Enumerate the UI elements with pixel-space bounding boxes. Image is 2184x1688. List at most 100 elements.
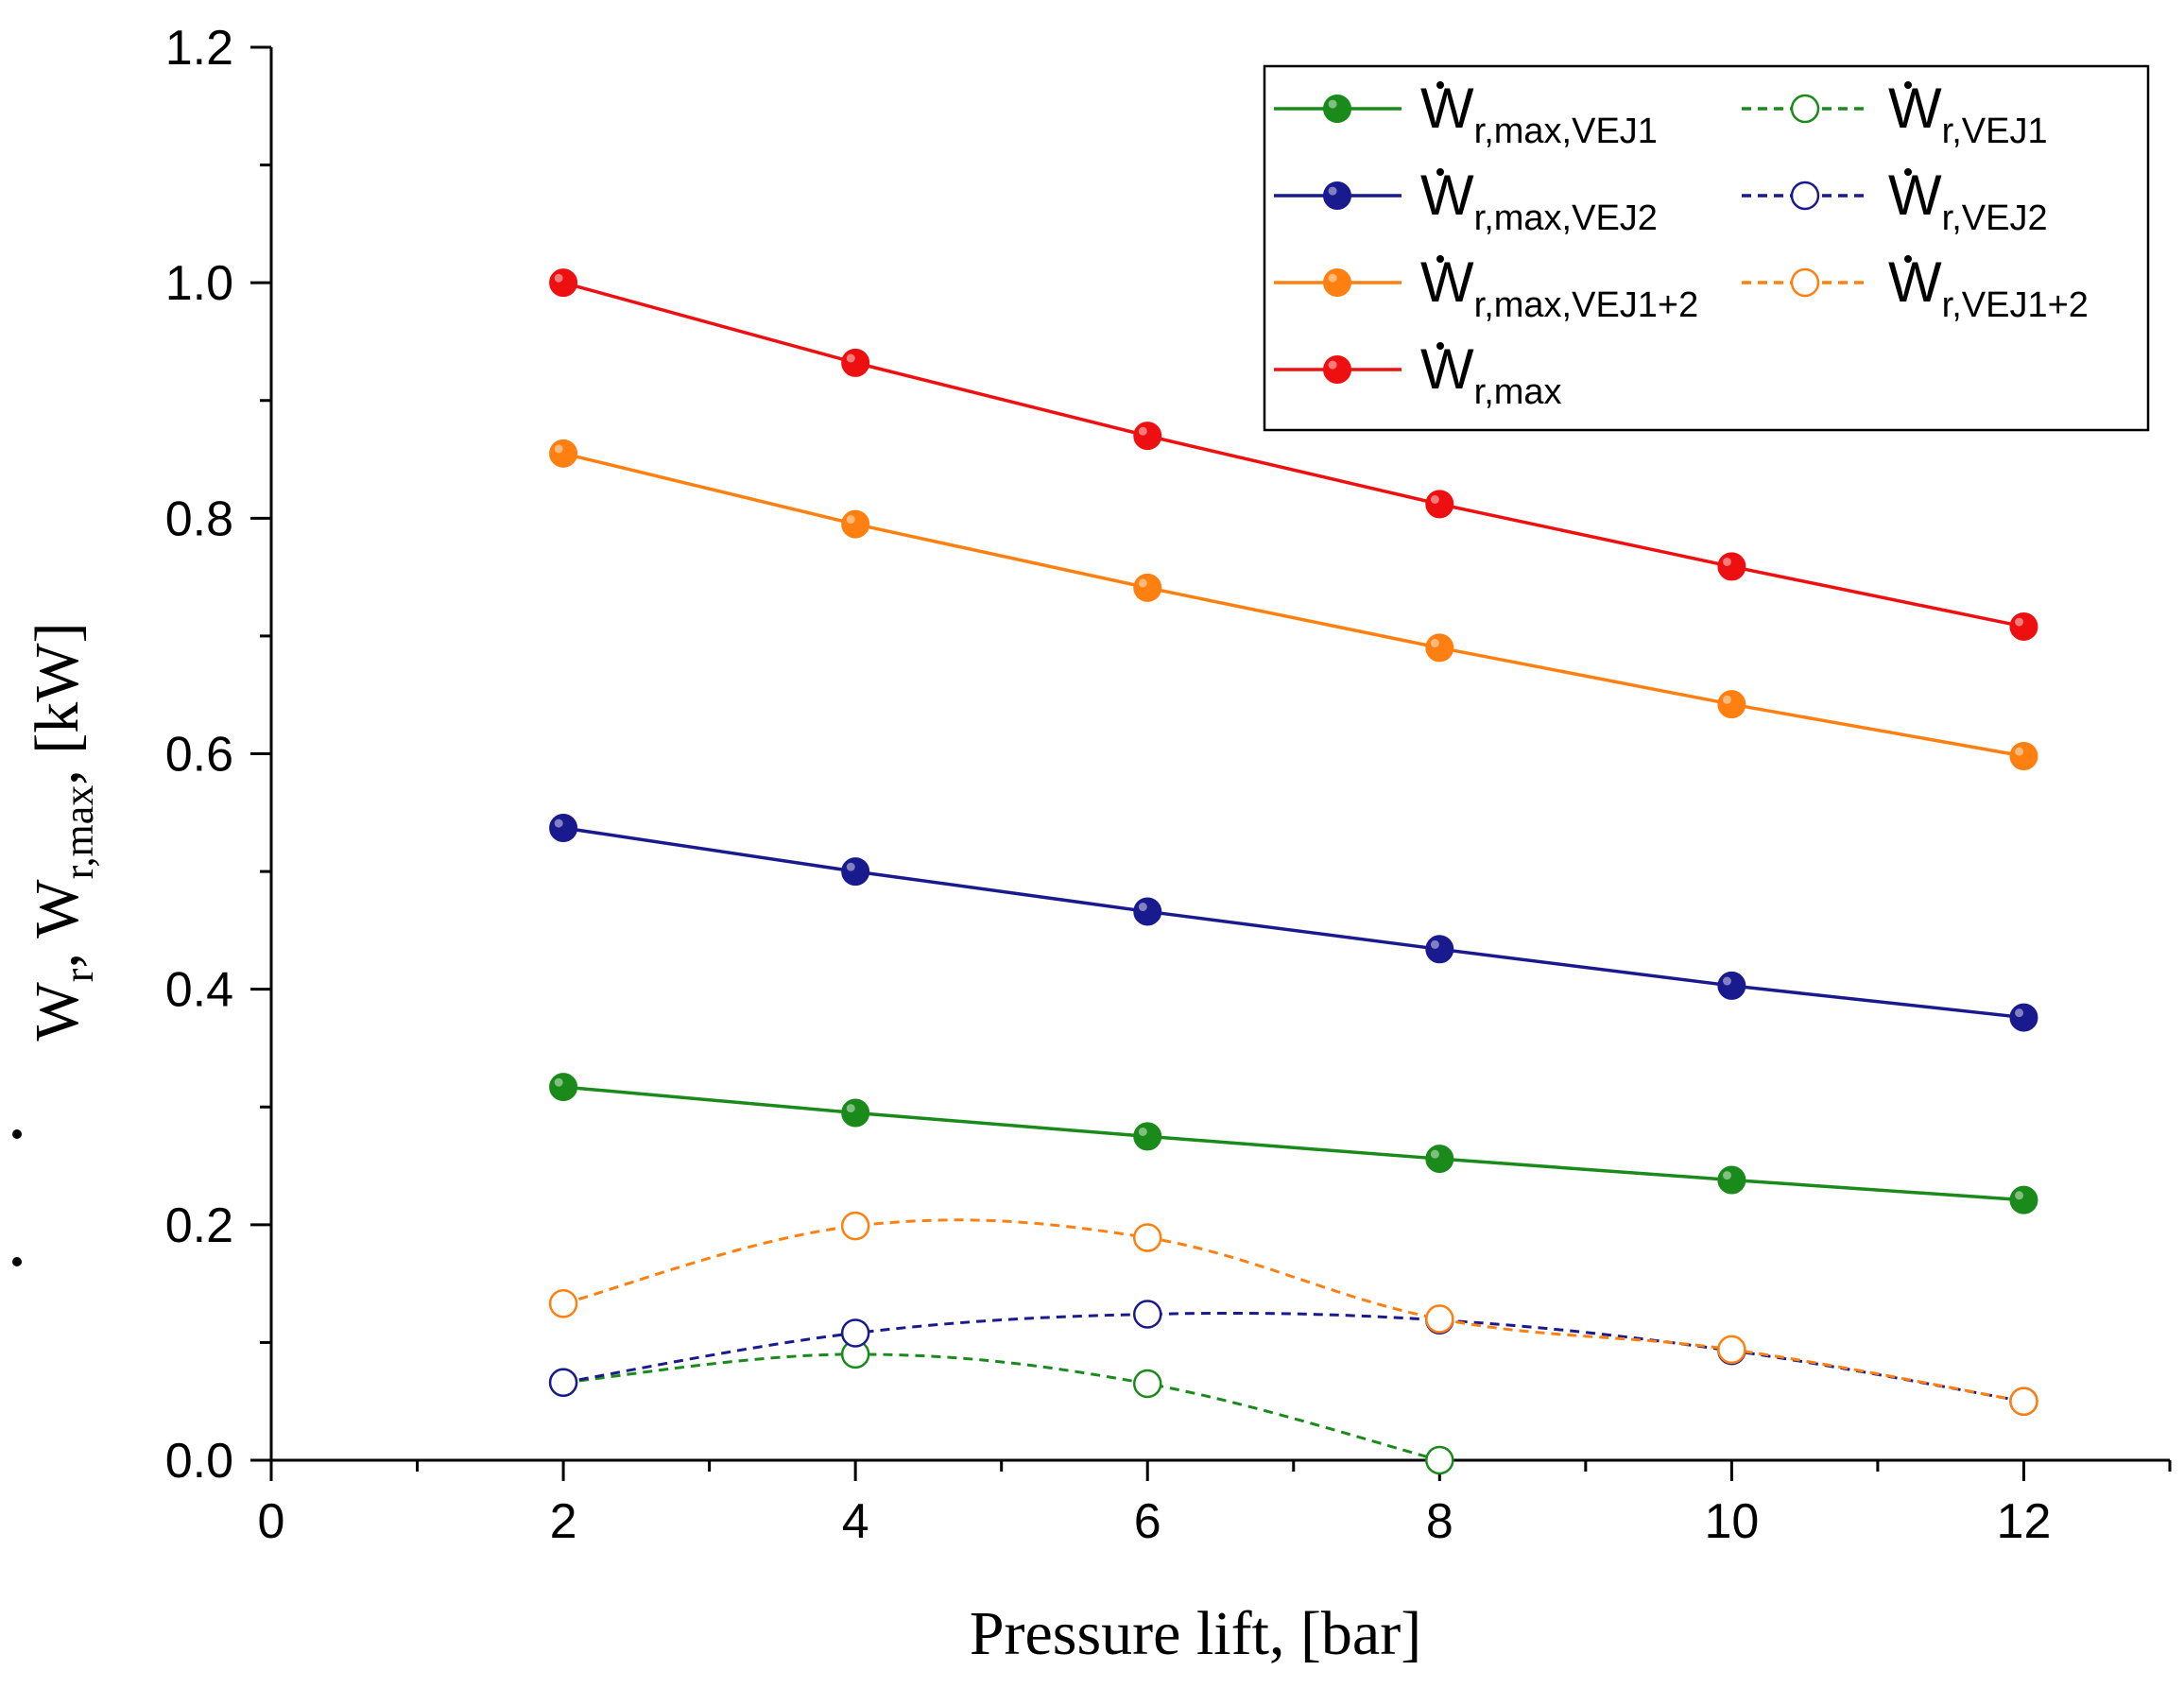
- series-line-wrmax-vej1: [562, 1085, 2024, 1202]
- data-point-wrmax-vej2: [1717, 971, 1746, 1000]
- y-tick-label: 0.2: [165, 1198, 233, 1253]
- data-point-wrmax-vej2: [1425, 935, 1454, 964]
- legend-label-main: W: [1888, 77, 1942, 140]
- legend-label-main: W: [1420, 250, 1474, 314]
- y-tick-label: 0.6: [165, 728, 233, 783]
- data-point-wrmax-vej1-highlight: [554, 1077, 563, 1087]
- axes: [250, 45, 2172, 1481]
- y-axis-title-prefix: W: [23, 981, 92, 1041]
- data-point-wrmax-highlight: [1430, 495, 1439, 504]
- series-markers-wrmax-vej1: [549, 1073, 2038, 1214]
- series-line-wrmax: [562, 281, 2024, 629]
- data-point-wrmax-highlight: [846, 353, 855, 363]
- y-tick-label: 0.4: [165, 963, 233, 1018]
- legend-label-main: W: [1888, 250, 1942, 314]
- legend-label-sub: r,VEJ2: [1942, 198, 2048, 238]
- series-markers-wrmax-vej12: [549, 439, 2038, 770]
- x-axis-title: Pressure lift, [bar]: [970, 1599, 1421, 1668]
- y-tick-label: 0.0: [165, 1434, 233, 1489]
- y-tick-label: 0.8: [165, 491, 233, 546]
- y-axis-title: Wr, Wr,max, [kW]: [12, 623, 102, 1266]
- legend-marker-highlight: [1328, 273, 1337, 283]
- legend-label: Wr,VEJ1+2: [1888, 250, 2089, 325]
- legend-label: Wr,max,VEJ1+2: [1420, 250, 1698, 325]
- series-wr-vej1: [562, 1352, 1440, 1462]
- data-point-wr-vej1: [1132, 1369, 1162, 1399]
- data-point-wrmax-vej12: [841, 509, 870, 539]
- series-wr-vej2: [562, 1311, 2024, 1404]
- legend-marker-highlight: [1328, 99, 1337, 109]
- legend-label: Wr,max: [1420, 337, 1562, 412]
- plot-series: [548, 268, 2038, 1475]
- series-wrmax-vej12: [562, 452, 2024, 758]
- legend-marker: [1323, 95, 1351, 123]
- series-wrmax-vej1: [562, 1085, 2024, 1202]
- legend-label-sub: r,max: [1474, 372, 1562, 412]
- legend-dot-accent: [1436, 168, 1444, 176]
- data-point-wrmax-vej1-highlight: [1138, 1128, 1147, 1136]
- data-point-wrmax-vej1: [1425, 1145, 1454, 1174]
- legend-item-wr-vej1: Wr,VEJ1: [1742, 77, 2048, 151]
- legend-marker: [1790, 94, 1820, 124]
- legend-marker: [1323, 355, 1351, 384]
- legend-dot-accent: [1436, 81, 1444, 89]
- svg-text:Wr, Wr,max, [kW]: Wr, Wr,max, [kW]: [23, 623, 102, 1042]
- data-point-wrmax-vej2-highlight: [1723, 976, 1731, 986]
- series-line-wr-vej12: [562, 1218, 2024, 1404]
- legend-label-main: W: [1888, 164, 1942, 227]
- data-point-wrmax-vej12-highlight: [846, 515, 855, 525]
- data-point-wrmax-vej2-highlight: [846, 862, 855, 871]
- legend-item-wrmax-vej2: Wr,max,VEJ2: [1274, 164, 1658, 238]
- x-tick-label: 8: [1426, 1494, 1453, 1549]
- series-markers-wr-vej12: [548, 1211, 2038, 1416]
- data-point-wrmax-vej12-highlight: [554, 444, 563, 454]
- legend-label-sub: r,max,VEJ1+2: [1474, 285, 1699, 325]
- data-point-wr-vej2: [1132, 1300, 1162, 1329]
- data-point-wr-vej12: [2009, 1387, 2038, 1416]
- legend-label-main: W: [1420, 77, 1474, 140]
- tick-labels: 0 2 4 6 8 10 12 0.0 0.2 0.4 0.6 0.8 1.0 1.2: [165, 21, 2052, 1549]
- y-title-dot-accent: [12, 1257, 22, 1266]
- legend-label: Wr,max,VEJ2: [1420, 164, 1658, 238]
- legend-marker-highlight: [1328, 186, 1337, 196]
- data-point-wr-vej2: [840, 1318, 870, 1348]
- series-line-wr-vej1: [562, 1352, 1440, 1462]
- data-point-wrmax: [841, 348, 870, 377]
- legend-label-main: W: [1420, 337, 1474, 401]
- y-tick-label: 1.0: [165, 256, 233, 311]
- data-point-wrmax-vej1: [1133, 1122, 1162, 1151]
- legend: Wr,max,VEJ1Wr,max,VEJ2Wr,max,VEJ1+2Wr,ma…: [1263, 64, 2150, 432]
- legend-dot-accent: [1436, 342, 1444, 350]
- data-point-wrmax-vej1-highlight: [2015, 1191, 2024, 1200]
- x-tick-label: 12: [1997, 1494, 2052, 1549]
- x-tick-label: 2: [550, 1494, 577, 1549]
- data-point-wrmax-highlight: [554, 273, 563, 283]
- series-line-wr-vej2: [562, 1311, 2024, 1404]
- data-point-wrmax-vej2: [841, 857, 870, 887]
- data-point-wrmax-highlight: [1138, 426, 1147, 436]
- data-point-wr-vej12: [548, 1289, 578, 1318]
- data-point-wrmax-vej12: [2009, 741, 2038, 770]
- series-markers-wrmax-vej2: [549, 813, 2038, 1032]
- data-point-wrmax-vej12: [1425, 633, 1454, 663]
- legend-marker: [1790, 181, 1820, 211]
- data-point-wrmax-vej12: [549, 439, 578, 468]
- series-line-wrmax-vej2: [562, 826, 2024, 1020]
- data-point-wrmax-vej1: [549, 1073, 578, 1102]
- data-point-wrmax-vej1-highlight: [1430, 1149, 1439, 1159]
- series-wr-vej12: [562, 1218, 2024, 1404]
- data-point-wrmax: [2009, 611, 2038, 641]
- legend-marker: [1323, 268, 1351, 297]
- data-point-wrmax-vej12: [1133, 573, 1162, 602]
- legend-label-main: W: [1420, 164, 1474, 227]
- x-tick-label: 0: [258, 1494, 285, 1549]
- data-point-wrmax: [1133, 422, 1162, 451]
- legend-dot-accent: [1904, 255, 1912, 263]
- y-axis-title-mid: , W: [23, 879, 92, 969]
- data-point-wr-vej12: [1717, 1335, 1746, 1365]
- legend-dot-accent: [1904, 168, 1912, 176]
- data-point-wrmax-vej12-highlight: [1138, 578, 1147, 588]
- data-point-wrmax-vej12-highlight: [1723, 695, 1731, 704]
- data-point-wrmax-vej1-highlight: [1723, 1171, 1731, 1180]
- data-point-wr-vej2: [548, 1368, 578, 1398]
